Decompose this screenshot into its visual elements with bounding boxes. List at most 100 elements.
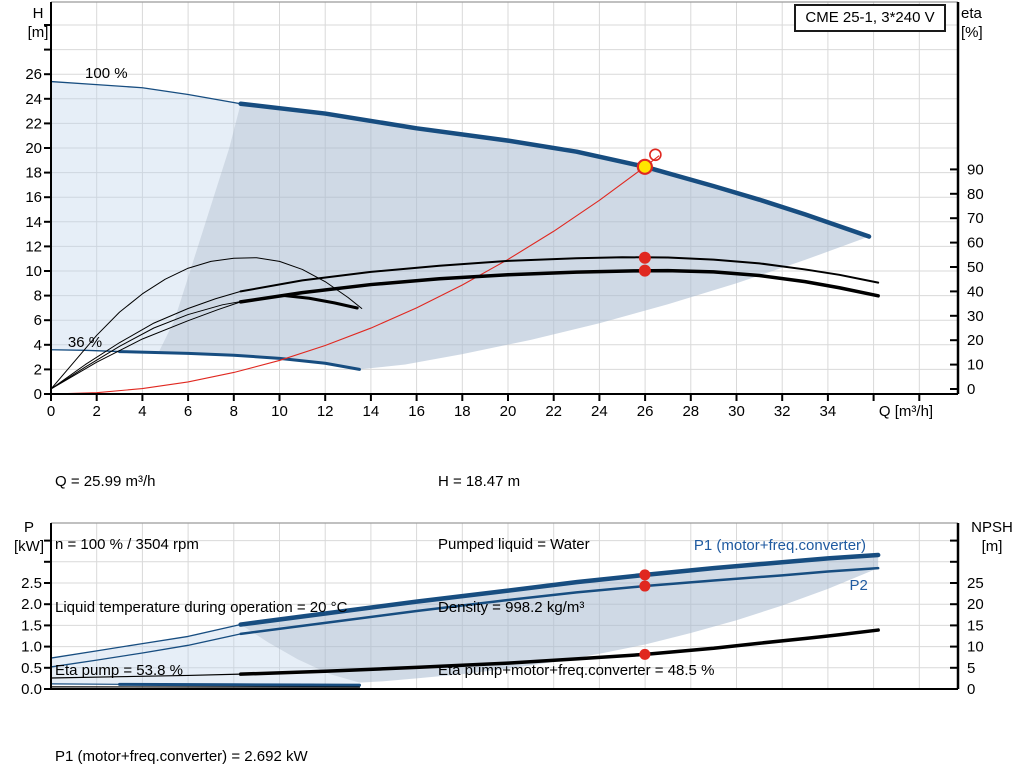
qh-x-axis-title: Q [m³/h] bbox=[879, 403, 933, 420]
qh-curve-eta-pump bbox=[239, 256, 880, 293]
power-y-right-tick-label: 0 bbox=[967, 681, 975, 698]
power-y-left-tick-label: 0.5 bbox=[21, 660, 42, 677]
power-y-right-tick-label: 20 bbox=[967, 596, 984, 613]
qh-marker-eta-total-point bbox=[638, 264, 651, 277]
power-y-right-tick-label: 5 bbox=[967, 660, 975, 677]
power-annotation-p1-motor-freq-converter-: P1 (motor+freq.converter) bbox=[694, 537, 866, 554]
info-density: Density = 998.2 kg/m³ bbox=[438, 599, 585, 616]
power-curve-p-36pct bbox=[118, 682, 361, 687]
qh-marker-duty-point bbox=[636, 158, 653, 175]
qh-x-tick-label: 10 bbox=[271, 403, 288, 420]
power-y-right-tick-label: 15 bbox=[967, 617, 984, 634]
qh-x-tick-label: 24 bbox=[591, 403, 608, 420]
qh-y-left-tick-label: 14 bbox=[25, 214, 42, 231]
power-marker-npsh-point bbox=[639, 648, 651, 660]
qh-x-tick-label: 22 bbox=[545, 403, 562, 420]
power-curve-p1-ext bbox=[50, 623, 242, 659]
qh-y-right-tick-label: 50 bbox=[967, 259, 984, 276]
qh-curve-head-100pct-thin bbox=[50, 80, 242, 105]
power-curve-p2 bbox=[239, 566, 880, 636]
info-p1: P1 (motor+freq.converter) = 2.692 kW bbox=[55, 748, 308, 765]
qh-curve-eta-pump-36pct bbox=[50, 257, 363, 390]
qh-curve-eta-total-ext bbox=[50, 301, 242, 390]
qh-curve-eta-total-36pct-ext bbox=[50, 295, 285, 390]
power-y-right-tick-label: 25 bbox=[967, 575, 984, 592]
info-pumped-liquid: Pumped liquid = Water bbox=[438, 536, 590, 553]
qh-x-tick-label: 16 bbox=[408, 403, 425, 420]
h-axis-label: H [m] bbox=[27, 5, 49, 41]
qh-x-tick-label: 12 bbox=[317, 403, 334, 420]
qh-curve-head-36pct bbox=[118, 350, 361, 371]
qh-x-tick-label: 18 bbox=[454, 403, 471, 420]
qh-y-left-tick-label: 4 bbox=[34, 337, 42, 354]
qh-x-tick-label: 30 bbox=[728, 403, 745, 420]
info-q: Q = 25.99 m³/h bbox=[55, 473, 156, 490]
power-power-range-light bbox=[51, 624, 360, 685]
qh-y-left-tick-label: 8 bbox=[34, 288, 42, 305]
npsh-axis-label: NPSH [m] bbox=[971, 519, 1013, 555]
qh-x-tick-label: 6 bbox=[184, 403, 192, 420]
duty-info-left: Q = 25.99 m³/h n = 100 % / 3504 rpm Liqu… bbox=[55, 429, 347, 723]
qh-curve-head-100pct bbox=[238, 101, 872, 239]
qh-annotation-100-: 100 % bbox=[85, 65, 128, 82]
qh-annotation-36-: 36 % bbox=[68, 334, 102, 351]
qh-curve-eta-pump-ext bbox=[50, 290, 242, 390]
power-marker-p2-point bbox=[639, 580, 651, 592]
qh-y-right-tick-label: 90 bbox=[967, 161, 984, 178]
qh-y-right-tick-label: 0 bbox=[967, 381, 975, 398]
info-liquid-temp: Liquid temperature during operation = 20… bbox=[55, 599, 348, 616]
qh-x-tick-label: 2 bbox=[93, 403, 101, 420]
qh-y-left-tick-label: 10 bbox=[25, 263, 42, 280]
power-y-left-tick-label: 2.5 bbox=[21, 575, 42, 592]
qh-x-tick-label: 0 bbox=[47, 403, 55, 420]
qh-x-tick-label: 32 bbox=[774, 403, 791, 420]
qh-x-tick-label: 28 bbox=[682, 403, 699, 420]
qh-curve-eta-total-36pct bbox=[282, 294, 359, 310]
info-head: H = 18.47 m bbox=[438, 473, 521, 490]
qh-y-right-tick-label: 80 bbox=[967, 186, 984, 203]
qh-x-tick-label: 4 bbox=[138, 403, 146, 420]
qh-x-tick-label: 34 bbox=[820, 403, 837, 420]
qh-y-left-tick-label: 12 bbox=[25, 238, 42, 255]
qh-x-tick-label: 8 bbox=[230, 403, 238, 420]
power-y-left-tick-label: 1.0 bbox=[21, 639, 42, 656]
pump-type-box: CME 25-1, 3*240 V bbox=[794, 4, 946, 32]
power-power-range-main bbox=[240, 555, 879, 683]
qh-y-right-tick-label: 20 bbox=[967, 332, 984, 349]
power-curve-p2-ext bbox=[50, 633, 242, 668]
qh-y-left-tick-label: 6 bbox=[34, 312, 42, 329]
qh-x-tick-label: 20 bbox=[500, 403, 517, 420]
qh-y-left-tick-label: 16 bbox=[25, 189, 42, 206]
qh-y-right-tick-label: 70 bbox=[967, 210, 984, 227]
qh-y-left-tick-label: 2 bbox=[34, 361, 42, 378]
qh-y-left-tick-label: 24 bbox=[25, 91, 42, 108]
qh-y-right-tick-label: 10 bbox=[967, 357, 984, 374]
qh-y-left-tick-label: 0 bbox=[34, 386, 42, 403]
info-speed: n = 100 % / 3504 rpm bbox=[55, 536, 199, 553]
qh-curve-eta-total bbox=[238, 268, 880, 304]
qh-x-tick-label: 26 bbox=[637, 403, 654, 420]
qh-duty-range-light bbox=[51, 81, 241, 353]
power-y-left-tick-label: 0.0 bbox=[21, 681, 42, 698]
qh-marker-duty-point-ring bbox=[649, 148, 662, 162]
qh-y-right-tick-label: 40 bbox=[967, 283, 984, 300]
qh-y-left-tick-label: 22 bbox=[25, 115, 42, 132]
eta-axis-label: eta [%] bbox=[961, 5, 983, 41]
power-marker-p1-point bbox=[639, 569, 651, 581]
qh-y-right-tick-label: 30 bbox=[967, 308, 984, 325]
power-curve-npsh-ext bbox=[50, 673, 242, 679]
power-annotation-p2: P2 bbox=[850, 577, 868, 594]
qh-x-tick-label: 14 bbox=[363, 403, 380, 420]
qh-y-right-tick-label: 60 bbox=[967, 235, 984, 252]
info-eta-pump: Eta pump = 53.8 % bbox=[55, 662, 183, 679]
qh-y-left-tick-label: 26 bbox=[25, 66, 42, 83]
info-eta-total: Eta pump+motor+freq.converter = 48.5 % bbox=[438, 662, 715, 679]
power-info: P1 (motor+freq.converter) = 2.692 kW P2 … bbox=[55, 704, 308, 781]
qh-marker-eta-pump-point bbox=[638, 251, 651, 264]
p-axis-label: P [kW] bbox=[14, 519, 44, 555]
power-y-right-tick-label: 10 bbox=[967, 639, 984, 656]
power-curve-p1 bbox=[238, 552, 881, 627]
power-y-left-tick-label: 2.0 bbox=[21, 596, 42, 613]
